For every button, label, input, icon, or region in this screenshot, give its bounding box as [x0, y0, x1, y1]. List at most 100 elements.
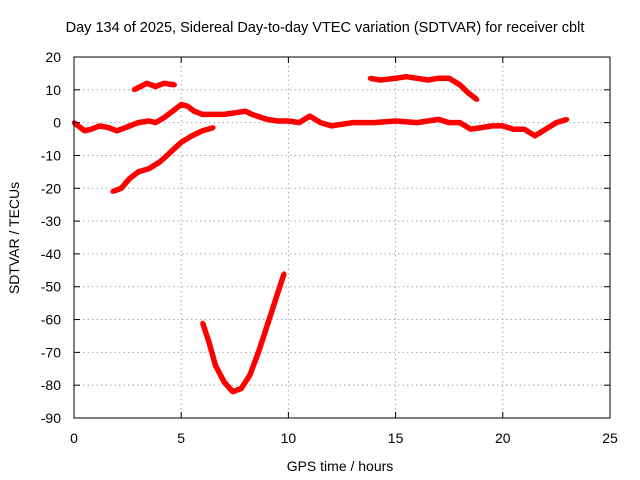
x-axis-label: GPS time / hours: [287, 458, 394, 474]
y-tick-label: -30: [41, 213, 61, 229]
x-tick-label: 25: [602, 430, 618, 446]
data-point: [172, 82, 177, 88]
data-point: [447, 76, 452, 81]
data-point: [76, 123, 81, 129]
data-point: [393, 76, 398, 81]
data-point: [161, 81, 167, 86]
data-point: [468, 127, 473, 132]
data-point: [144, 81, 150, 86]
x-tick-label: 20: [495, 430, 511, 446]
data-point: [230, 389, 235, 394]
data-point: [221, 112, 227, 117]
data-point: [273, 297, 278, 303]
y-tick-label: 20: [45, 49, 61, 65]
data-point: [239, 386, 244, 391]
data-point: [511, 127, 516, 132]
data-point: [378, 77, 383, 83]
plot-area: [73, 56, 611, 419]
data-point: [247, 373, 252, 378]
data-point: [97, 123, 102, 129]
x-tick-label: 0: [70, 430, 78, 446]
data-point: [522, 127, 527, 132]
data-point: [179, 140, 184, 145]
data-point: [466, 90, 471, 96]
data-point: [157, 159, 162, 165]
series-rising: [111, 124, 215, 195]
data-point: [256, 350, 261, 355]
y-tick-label: -80: [41, 377, 61, 393]
chart-title: Day 134 of 2025, Sidereal Day-to-day VTE…: [66, 20, 585, 36]
data-point: [82, 128, 87, 133]
y-tick-label: -70: [41, 344, 61, 360]
data-point: [127, 176, 132, 181]
series-layer: [71, 73, 570, 395]
data-point: [153, 120, 158, 125]
y-axis-label: SDTVAR / TECUs: [6, 182, 22, 294]
data-point: [436, 117, 441, 122]
data-point: [367, 76, 373, 81]
data-point: [170, 109, 175, 114]
grid-layer: [74, 57, 610, 418]
data-point: [200, 320, 205, 325]
y-tick-label: -90: [41, 410, 61, 426]
data-point: [479, 125, 484, 130]
data-point: [153, 84, 158, 89]
data-point: [110, 189, 115, 194]
data-point: [136, 169, 141, 175]
series-deep-dip: [199, 272, 287, 395]
data-point: [131, 87, 137, 93]
data-point: [457, 82, 463, 88]
data-point: [329, 123, 334, 129]
data-point: [136, 120, 141, 125]
data-point: [89, 127, 94, 132]
data-point: [106, 125, 111, 130]
y-tick-label: -60: [41, 312, 61, 328]
data-point: [221, 379, 227, 385]
data-point: [404, 74, 409, 79]
data-point: [474, 97, 480, 102]
data-point: [206, 340, 212, 345]
series-upper-right: [369, 73, 479, 102]
tick-layer: 0 5 10 15 20 25 20 10 0 -10 -20 -30 -40 -50 -60 -70 -80 -…: [41, 49, 618, 446]
data-point: [264, 117, 270, 122]
data-point: [114, 128, 120, 133]
data-point: [213, 363, 218, 368]
data-point: [532, 133, 538, 138]
x-tick-label: 5: [177, 430, 185, 446]
data-point: [249, 112, 255, 117]
data-point: [436, 76, 441, 81]
data-point: [168, 150, 173, 155]
data-point: [189, 133, 195, 138]
data-point: [489, 123, 495, 129]
data-point: [564, 117, 570, 122]
data-point: [191, 109, 197, 114]
data-point: [350, 120, 355, 125]
data-point: [200, 112, 205, 117]
data-point: [185, 104, 190, 109]
data-point: [425, 77, 430, 83]
data-point: [307, 113, 312, 119]
data-point: [296, 120, 302, 125]
data-point: [500, 123, 505, 129]
data-point: [138, 84, 143, 89]
data-point: [543, 127, 548, 132]
data-point: [447, 120, 452, 125]
data-point: [179, 102, 184, 107]
y-tick-label: 0: [53, 115, 61, 131]
y-tick-label: -20: [41, 180, 61, 196]
data-point: [123, 125, 128, 130]
x-tick-label: 10: [281, 430, 297, 446]
y-tick-label: 10: [45, 82, 61, 98]
y-tick-label: -50: [41, 279, 61, 295]
data-point: [281, 271, 287, 276]
data-point: [232, 110, 237, 116]
data-point: [243, 109, 248, 114]
y-tick-label: -40: [41, 246, 61, 262]
data-point: [414, 120, 420, 125]
data-point: [457, 120, 463, 125]
data-point: [200, 128, 205, 133]
data-point: [146, 166, 152, 171]
data-point: [414, 76, 420, 81]
data-point: [264, 323, 270, 329]
